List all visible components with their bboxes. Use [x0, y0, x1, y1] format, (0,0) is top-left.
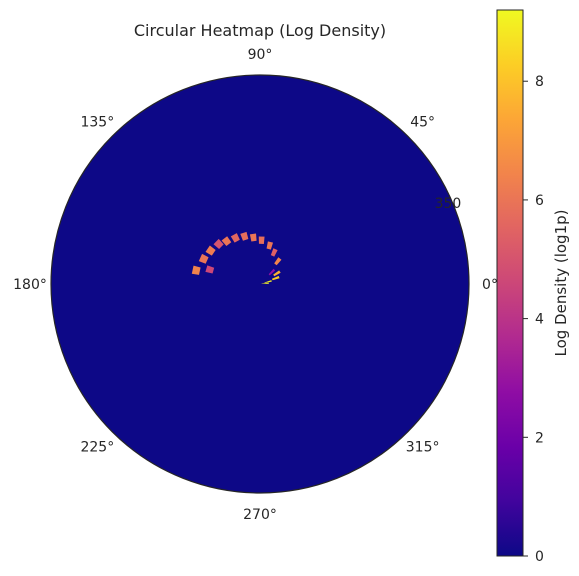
colorbar-tick-label: 8 [535, 74, 544, 90]
colorbar: 0 2 4 6 8 Log Density (log1p) [496, 9, 570, 565]
angle-tick-labels: 0° 45° 90° 135° 180° 225° 270° 315° [13, 47, 498, 523]
heatmap-cell [274, 257, 282, 266]
heatmap-cell [261, 282, 269, 284]
colorbar-label: Log Density (log1p) [552, 210, 570, 357]
heatmap-cell [191, 265, 201, 275]
colorbar-tick-label: 2 [535, 430, 544, 446]
colorbar-tick-label: 4 [535, 312, 544, 328]
polar-background [51, 75, 469, 493]
radial-tick-label: 350 [435, 196, 462, 212]
colorbar-tick-label: 0 [535, 549, 544, 565]
heatmap-cell [205, 265, 215, 274]
polar-plot-area [50, 74, 470, 494]
heatmap-cell [221, 236, 232, 247]
angle-tick-label: 90° [248, 47, 273, 63]
heatmap-cell [249, 233, 257, 242]
angle-tick-label: 225° [80, 440, 114, 456]
polar-outline [50, 74, 470, 494]
heatmap-cell [268, 268, 276, 276]
angle-tick-label: 315° [406, 440, 440, 456]
heatmap-cell [198, 253, 209, 264]
angle-tick-label: 135° [80, 114, 114, 130]
colorbar-tick-label: 6 [535, 193, 544, 209]
heatmap-cell [213, 238, 224, 250]
heatmap-cell [271, 275, 280, 281]
heatmap-cell [230, 233, 240, 243]
heatmap-cell [273, 270, 281, 277]
chart-title: Circular Heatmap (Log Density) [134, 21, 386, 40]
heatmap-cell [205, 245, 216, 256]
heatmap-cell [266, 241, 274, 250]
angle-tick-label: 270° [243, 507, 277, 523]
colorbar-gradient [496, 9, 524, 557]
colorbar-ticks: 0 2 4 6 8 [523, 74, 544, 565]
heatmap-cell [264, 280, 272, 284]
heatmap-cell [240, 231, 249, 241]
heatmap-cell [258, 236, 265, 244]
angle-tick-label: 180° [13, 277, 47, 293]
angle-tick-label: 45° [410, 114, 435, 130]
heatmap-cell [270, 248, 278, 257]
angle-tick-label: 0° [482, 277, 498, 293]
